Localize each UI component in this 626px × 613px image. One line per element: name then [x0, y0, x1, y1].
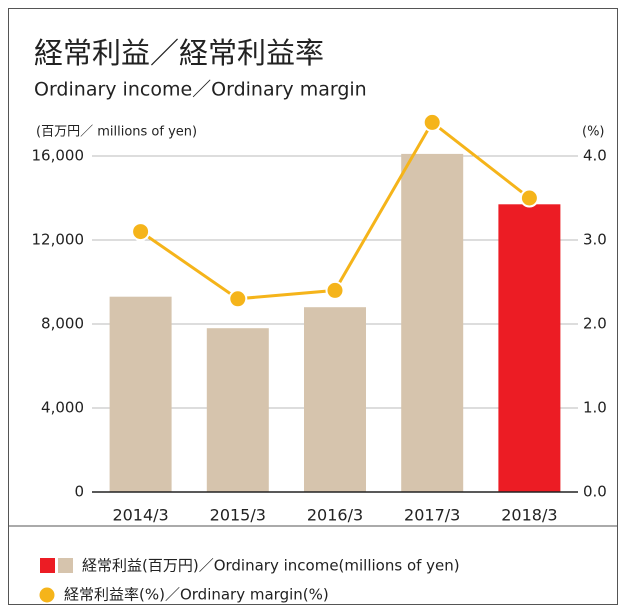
y-tick-label: 16,000: [32, 147, 85, 165]
y2-axis-label: (%): [582, 125, 605, 140]
bar: [498, 204, 561, 493]
y-tick-label: 8,000: [41, 315, 84, 333]
x-tick-label: 2015/3: [210, 506, 266, 525]
y-tick-label: 0: [74, 483, 84, 501]
point: [325, 280, 345, 300]
x-tick-label: 2016/3: [307, 506, 363, 525]
y2-tick-label: 1.0: [583, 399, 607, 417]
y-axis-label: (百万円／ millions of yen): [36, 125, 197, 140]
bar: [206, 328, 269, 492]
x-tick-label: 2018/3: [501, 506, 557, 525]
legend-label: 経常利益率(%)／Ordinary margin(%): [64, 586, 329, 604]
point: [131, 222, 151, 242]
legend-swatch: [58, 558, 73, 573]
legend-swatch: [39, 587, 55, 603]
legend-label: 経常利益(百万円)／Ordinary income(millions of ye…: [82, 557, 460, 575]
point: [519, 188, 539, 208]
y2-tick-label: 4.0: [583, 147, 607, 165]
point: [422, 112, 442, 132]
point: [228, 289, 248, 309]
x-tick-label: 2014/3: [112, 506, 168, 525]
y2-tick-label: 3.0: [583, 231, 607, 249]
y2-tick-label: 2.0: [583, 315, 607, 333]
line: [139, 120, 531, 301]
chart-title: 経常利益／経常利益率: [34, 36, 324, 70]
bar: [401, 153, 464, 492]
bar: [109, 296, 172, 492]
frame: [8, 8, 618, 605]
x-tick-label: 2017/3: [404, 506, 460, 525]
legend-swatch: [40, 558, 55, 573]
y-tick-label: 12,000: [32, 231, 85, 249]
chart-subtitle: Ordinary income／Ordinary margin: [34, 79, 367, 101]
y2-tick-label: 0.0: [583, 483, 607, 501]
y-tick-label: 4,000: [41, 399, 84, 417]
bar: [304, 307, 366, 492]
